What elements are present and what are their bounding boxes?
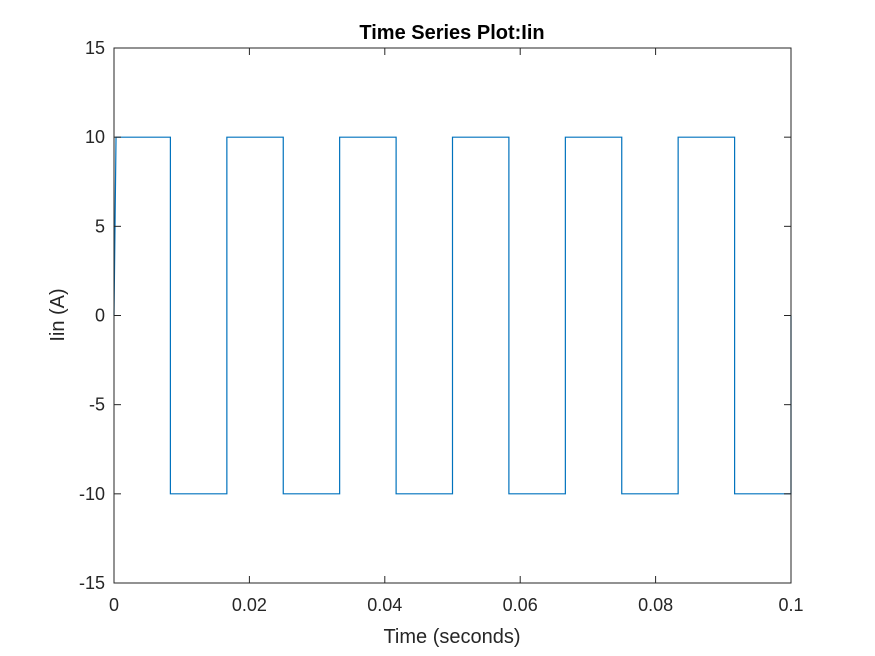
y-tick-label-5: -10 bbox=[79, 484, 105, 504]
y-tick-label-2: 5 bbox=[95, 216, 105, 236]
x-axis-label: Time (seconds) bbox=[383, 626, 520, 648]
y-tick-label-3: 0 bbox=[95, 306, 105, 326]
y-tick-label-0: 15 bbox=[85, 38, 105, 58]
x-tick-label-1: 0.02 bbox=[232, 595, 267, 615]
y-axis-label: Iin (A) bbox=[47, 288, 69, 341]
series-line-0 bbox=[113, 136, 792, 495]
x-tick-label-2: 0.04 bbox=[367, 595, 402, 615]
y-tick-label-4: -5 bbox=[89, 395, 105, 415]
y-tick-label-1: 10 bbox=[85, 127, 105, 147]
y-axis-ticks: 15 10 5 0 -5 -10 -15 bbox=[79, 38, 791, 593]
chart-title: Time Series Plot:Iin bbox=[359, 22, 544, 44]
x-axis-ticks: 0 0.02 0.04 0.06 0.08 0.1 bbox=[109, 48, 804, 615]
x-tick-label-3: 0.06 bbox=[503, 595, 538, 615]
x-tick-label-5: 0.1 bbox=[778, 595, 803, 615]
y-tick-label-6: -15 bbox=[79, 573, 105, 593]
series-layer bbox=[113, 136, 792, 495]
x-tick-label-4: 0.08 bbox=[638, 595, 673, 615]
x-tick-label-0: 0 bbox=[109, 595, 119, 615]
